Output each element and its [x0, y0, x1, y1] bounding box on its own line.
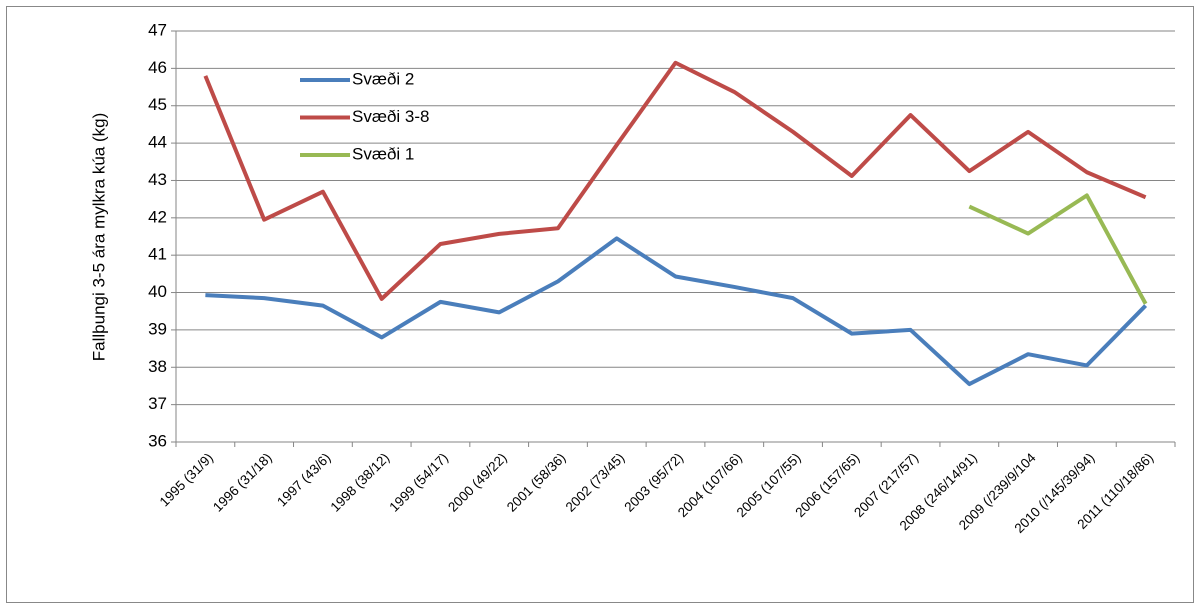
y-tick-label: 36: [148, 431, 167, 450]
series-line: [205, 236, 1148, 387]
y-tick-label: 39: [148, 319, 167, 338]
y-tick-label: 40: [148, 282, 167, 301]
y-axis-label: Fallþungi 3-5 ára mylkra kúa (kg): [89, 113, 108, 361]
legend-label: Svæði 2: [352, 69, 414, 88]
chart-border: [6, 6, 1194, 603]
y-tick-label: 42: [148, 207, 167, 226]
y-tick-label: 46: [148, 58, 167, 77]
y-tick-label: 38: [148, 357, 167, 376]
y-tick-label: 41: [148, 245, 167, 264]
y-tick-label: 37: [148, 394, 167, 413]
series-line: [968, 193, 1148, 305]
y-tick-label: 43: [148, 170, 167, 189]
y-tick-label: 44: [148, 133, 167, 152]
y-tick-label: 47: [148, 20, 167, 39]
y-tick-label: 45: [148, 95, 167, 114]
legend-label: Svæði 1: [352, 144, 414, 163]
series-line: [203, 60, 1147, 301]
legend-label: Svæði 3-8: [352, 107, 429, 126]
